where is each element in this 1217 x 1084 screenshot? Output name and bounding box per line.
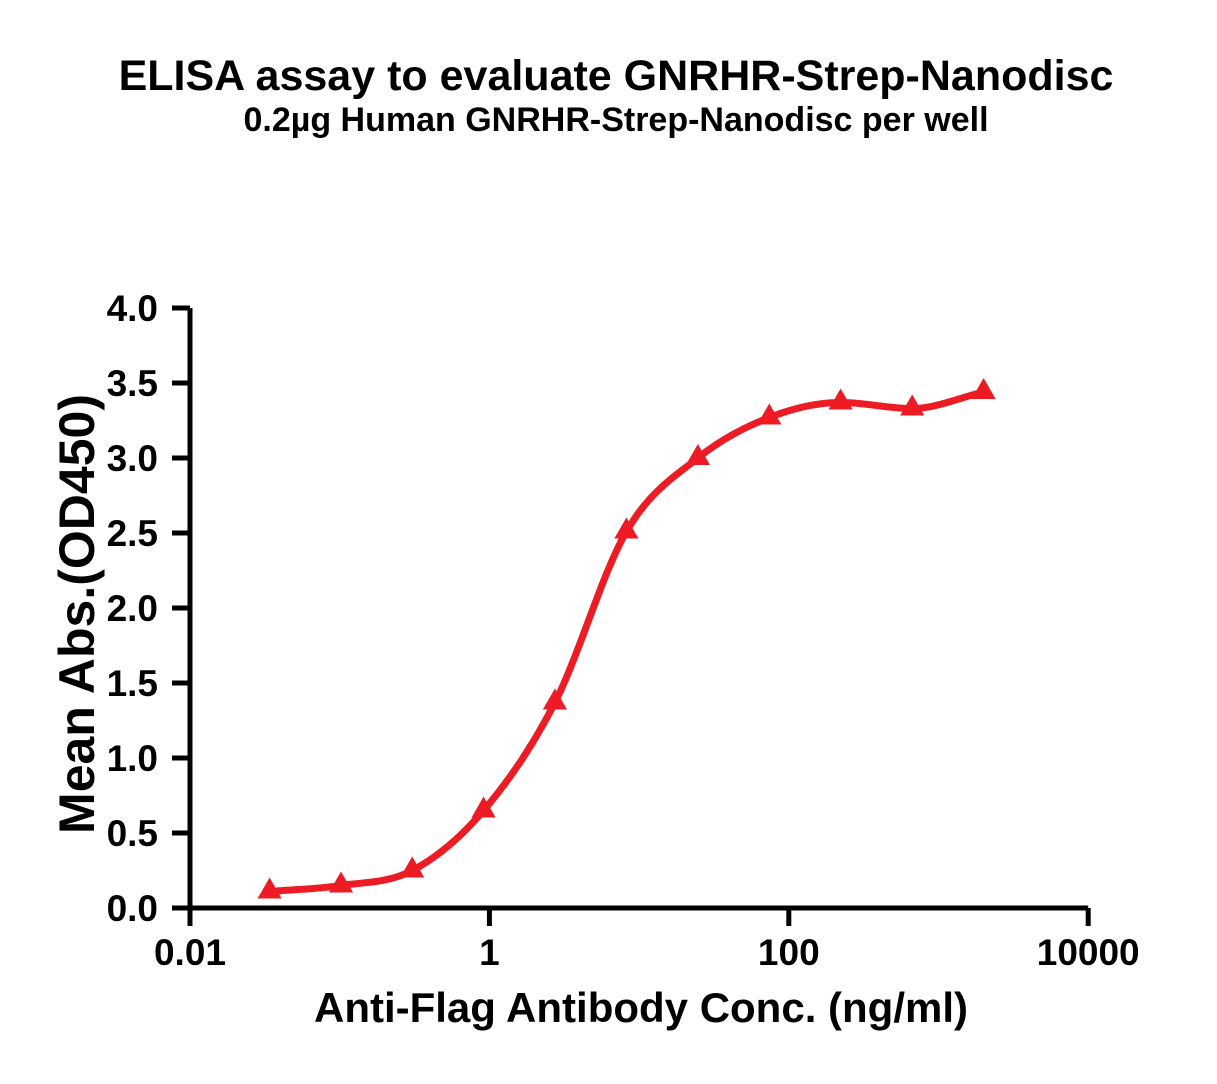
x-axis-label: Anti-Flag Antibody Conc. (ng/ml) [314,984,968,1031]
data-point-marker [542,688,567,710]
chart-subtitle: 0.2µg Human GNRHR-Strep-Nanodisc per wel… [243,101,988,139]
x-axis-tick-label: 10000 [1037,932,1140,973]
y-axis-tick-label: 1.0 [107,738,158,779]
chart-title: ELISA assay to evaluate GNRHR-Strep-Nano… [119,52,1114,100]
y-axis-tick-label: 0.0 [107,888,158,929]
y-axis-tick-label: 3.5 [107,363,158,404]
data-point-marker [685,444,710,465]
data-point-marker [828,388,853,410]
x-axis-tick-label: 1 [479,932,500,973]
y-axis-tick-label: 0.5 [107,813,158,854]
data-point-marker [971,378,996,399]
data-point-marker [328,871,354,893]
y-axis-tick-label: 2.5 [107,513,158,554]
y-axis-tick-label: 1.5 [107,663,158,704]
data-point-marker [400,856,425,878]
data-point-marker [900,394,925,416]
x-axis-tick-label: 100 [758,932,820,973]
data-point-marker [471,796,496,818]
fit-curve [266,388,988,895]
data-point-marker [257,877,282,899]
plot-area: 0.0 0.5 1.0 1.5 2.0 2.5 3.0 3.5 4.0 0.01 1 100 10000 [107,288,1140,973]
data-point-marker [614,517,639,539]
y-axis-label: Mean Abs.(OD450) [49,394,105,834]
y-axis-tick-label: 2.0 [107,588,158,629]
x-axis-tick-label: 0.01 [154,932,226,973]
data-point-marker [757,403,782,425]
y-axis-tick-label: 3.0 [107,438,158,479]
y-axis-tick-label: 4.0 [107,288,158,329]
